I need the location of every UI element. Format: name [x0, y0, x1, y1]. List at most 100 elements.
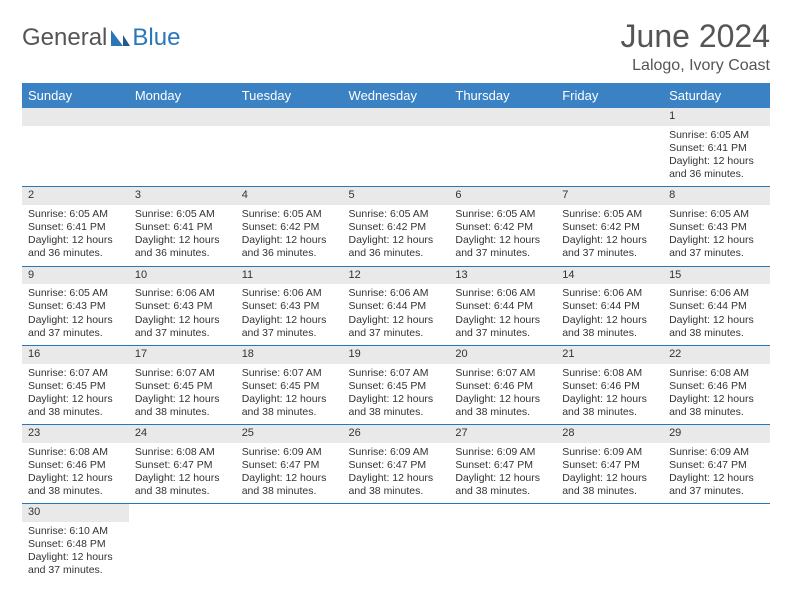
brand-logo: General Blue: [22, 24, 180, 52]
day-details: Sunrise: 6:06 AMSunset: 6:44 PMDaylight:…: [663, 284, 770, 345]
daylight-line: Daylight: 12 hours and 38 minutes.: [562, 314, 657, 340]
sunrise-line: Sunrise: 6:05 AM: [28, 287, 123, 300]
sunrise-line: Sunrise: 6:05 AM: [455, 208, 550, 221]
sunrise-line: Sunrise: 6:09 AM: [455, 446, 550, 459]
calendar-day-cell: 7Sunrise: 6:05 AMSunset: 6:42 PMDaylight…: [556, 187, 663, 266]
day-details: Sunrise: 6:09 AMSunset: 6:47 PMDaylight:…: [449, 443, 556, 504]
daylight-line: Daylight: 12 hours and 38 minutes.: [28, 393, 123, 419]
weekday-header: Monday: [129, 83, 236, 108]
sunrise-line: Sunrise: 6:06 AM: [455, 287, 550, 300]
calendar-empty-cell: [129, 108, 236, 187]
day-details: Sunrise: 6:07 AMSunset: 6:45 PMDaylight:…: [236, 364, 343, 425]
sunset-line: Sunset: 6:41 PM: [28, 221, 123, 234]
sunrise-line: Sunrise: 6:06 AM: [242, 287, 337, 300]
title-block: June 2024 Lalogo, Ivory Coast: [621, 18, 770, 75]
sunset-line: Sunset: 6:42 PM: [455, 221, 550, 234]
day-number: 11: [236, 267, 343, 285]
day-details: Sunrise: 6:07 AMSunset: 6:46 PMDaylight:…: [449, 364, 556, 425]
sunset-line: Sunset: 6:46 PM: [562, 380, 657, 393]
brand-general: General: [22, 24, 107, 52]
daylight-line: Daylight: 12 hours and 38 minutes.: [349, 393, 444, 419]
day-number: 1: [663, 108, 770, 126]
day-details: Sunrise: 6:07 AMSunset: 6:45 PMDaylight:…: [22, 364, 129, 425]
sunset-line: Sunset: 6:47 PM: [242, 459, 337, 472]
calendar-day-cell: 11Sunrise: 6:06 AMSunset: 6:43 PMDayligh…: [236, 266, 343, 345]
daylight-line: Daylight: 12 hours and 38 minutes.: [455, 393, 550, 419]
daylight-line: Daylight: 12 hours and 37 minutes.: [562, 234, 657, 260]
sunset-line: Sunset: 6:43 PM: [28, 300, 123, 313]
day-number: 21: [556, 346, 663, 364]
sunrise-line: Sunrise: 6:05 AM: [669, 208, 764, 221]
calendar-day-cell: 1Sunrise: 6:05 AMSunset: 6:41 PMDaylight…: [663, 108, 770, 187]
day-details: Sunrise: 6:05 AMSunset: 6:41 PMDaylight:…: [22, 205, 129, 266]
sunrise-line: Sunrise: 6:05 AM: [349, 208, 444, 221]
calendar-day-cell: 26Sunrise: 6:09 AMSunset: 6:47 PMDayligh…: [343, 425, 450, 504]
calendar-blank-cell: [663, 504, 770, 583]
sunset-line: Sunset: 6:42 PM: [349, 221, 444, 234]
calendar-day-cell: 13 Sunrise: 6:06 AMSunset: 6:44 PMDayligh…: [449, 266, 556, 345]
sunset-line: Sunset: 6:44 PM: [562, 300, 657, 313]
day-number: 5: [343, 187, 450, 205]
daylight-line: Daylight: 12 hours and 38 minutes.: [135, 472, 230, 498]
day-details: Sunrise: 6:08 AMSunset: 6:46 PMDaylight:…: [556, 364, 663, 425]
calendar-day-cell: 21Sunrise: 6:08 AMSunset: 6:46 PMDayligh…: [556, 345, 663, 424]
sunset-line: Sunset: 6:48 PM: [28, 538, 123, 551]
day-number: 7: [556, 187, 663, 205]
day-details: Sunrise: 6:05 AMSunset: 6:42 PMDaylight:…: [343, 205, 450, 266]
day-details: Sunrise: 6:05 AMSunset: 6:42 PMDaylight:…: [556, 205, 663, 266]
sunrise-line: Sunrise: 6:05 AM: [242, 208, 337, 221]
calendar-day-cell: 23Sunrise: 6:08 AMSunset: 6:46 PMDayligh…: [22, 425, 129, 504]
calendar-day-cell: 22Sunrise: 6:08 AMSunset: 6:46 PMDayligh…: [663, 345, 770, 424]
day-details: Sunrise: 6:06 AMSunset: 6:43 PMDaylight:…: [236, 284, 343, 345]
calendar-row: 23Sunrise: 6:08 AMSunset: 6:46 PMDayligh…: [22, 425, 770, 504]
calendar-table: Sunday Monday Tuesday Wednesday Thursday…: [22, 83, 770, 583]
sunrise-line: Sunrise: 6:07 AM: [349, 367, 444, 380]
daylight-line: Daylight: 12 hours and 37 minutes.: [349, 314, 444, 340]
sunset-line: Sunset: 6:43 PM: [669, 221, 764, 234]
day-number: 18: [236, 346, 343, 364]
day-number: 22: [663, 346, 770, 364]
sunset-line: Sunset: 6:41 PM: [669, 142, 764, 155]
daylight-line: Daylight: 12 hours and 38 minutes.: [242, 472, 337, 498]
daylight-line: Daylight: 12 hours and 38 minutes.: [135, 393, 230, 419]
day-details: Sunrise: 6:08 AMSunset: 6:47 PMDaylight:…: [129, 443, 236, 504]
day-number: 19: [343, 346, 450, 364]
daylight-line: Daylight: 12 hours and 38 minutes.: [242, 393, 337, 419]
sunset-line: Sunset: 6:46 PM: [455, 380, 550, 393]
day-number: 8: [663, 187, 770, 205]
sunrise-line: Sunrise: 6:06 AM: [349, 287, 444, 300]
day-number: 27: [449, 425, 556, 443]
sunset-line: Sunset: 6:42 PM: [242, 221, 337, 234]
sunset-line: Sunset: 6:47 PM: [455, 459, 550, 472]
calendar-day-cell: 9Sunrise: 6:05 AMSunset: 6:43 PMDaylight…: [22, 266, 129, 345]
sunset-line: Sunset: 6:44 PM: [455, 300, 550, 313]
day-details: Sunrise: 6:06 AMSunset: 6:44 PMDaylight:…: [343, 284, 450, 345]
calendar-empty-cell: [343, 108, 450, 187]
daylight-line: Daylight: 12 hours and 37 minutes.: [135, 314, 230, 340]
location: Lalogo, Ivory Coast: [621, 57, 770, 75]
day-details: Sunrise: 6:05 AMSunset: 6:41 PMDaylight:…: [129, 205, 236, 266]
day-number: 25: [236, 425, 343, 443]
day-number: 13: [449, 267, 556, 285]
daylight-line: Daylight: 12 hours and 37 minutes.: [28, 551, 123, 577]
calendar-row: 30Sunrise: 6:10 AMSunset: 6:48 PMDayligh…: [22, 504, 770, 583]
weekday-header: Tuesday: [236, 83, 343, 108]
sunset-line: Sunset: 6:46 PM: [28, 459, 123, 472]
calendar-day-cell: 20Sunrise: 6:07 AMSunset: 6:46 PMDayligh…: [449, 345, 556, 424]
daylight-line: Daylight: 12 hours and 37 minutes.: [455, 314, 550, 340]
weekday-header: Saturday: [663, 83, 770, 108]
sunset-line: Sunset: 6:47 PM: [349, 459, 444, 472]
day-number: 28: [556, 425, 663, 443]
calendar-day-cell: 25 Sunrise: 6:09 AMSunset: 6:47 PMDayligh…: [236, 425, 343, 504]
day-number: 14: [556, 267, 663, 285]
sunset-line: Sunset: 6:47 PM: [562, 459, 657, 472]
calendar-day-cell: 4Sunrise: 6:05 AMSunset: 6:42 PMDaylight…: [236, 187, 343, 266]
day-details: Sunrise: 6:10 AMSunset: 6:48 PMDaylight:…: [22, 522, 129, 583]
calendar-day-cell: 5Sunrise: 6:05 AMSunset: 6:42 PMDaylight…: [343, 187, 450, 266]
calendar-blank-cell: [449, 504, 556, 583]
day-number: 24: [129, 425, 236, 443]
sunrise-line: Sunrise: 6:08 AM: [28, 446, 123, 459]
sunrise-line: Sunrise: 6:05 AM: [28, 208, 123, 221]
sunrise-line: Sunrise: 6:09 AM: [242, 446, 337, 459]
daylight-line: Daylight: 12 hours and 38 minutes.: [349, 472, 444, 498]
